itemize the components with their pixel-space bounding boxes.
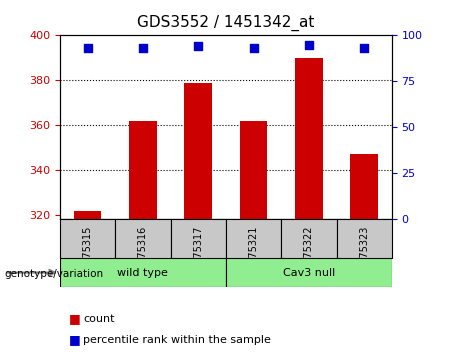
Bar [184, 82, 212, 219]
FancyBboxPatch shape [60, 258, 226, 287]
Bar [240, 121, 267, 219]
FancyBboxPatch shape [281, 219, 337, 258]
Text: genotype/variation: genotype/variation [5, 269, 104, 279]
Bar [74, 211, 101, 219]
Text: ■: ■ [69, 333, 81, 346]
Point [195, 44, 202, 49]
Text: GSM275316: GSM275316 [138, 225, 148, 285]
FancyBboxPatch shape [226, 258, 392, 287]
FancyBboxPatch shape [226, 219, 281, 258]
Text: GSM275323: GSM275323 [359, 225, 369, 285]
FancyBboxPatch shape [337, 219, 392, 258]
Point [250, 45, 257, 51]
Bar [129, 121, 157, 219]
Point [305, 42, 313, 47]
Point [361, 45, 368, 51]
Text: percentile rank within the sample: percentile rank within the sample [83, 335, 271, 345]
Text: GSM275322: GSM275322 [304, 225, 314, 285]
Point [84, 45, 91, 51]
Text: GSM275321: GSM275321 [248, 225, 259, 285]
Bar [350, 154, 378, 219]
Text: GSM275315: GSM275315 [83, 225, 93, 285]
Text: GSM275317: GSM275317 [193, 225, 203, 285]
Text: ■: ■ [69, 312, 81, 325]
Text: wild type: wild type [118, 268, 168, 278]
Text: count: count [83, 314, 114, 324]
Point [139, 45, 147, 51]
Title: GDS3552 / 1451342_at: GDS3552 / 1451342_at [137, 15, 314, 31]
FancyBboxPatch shape [115, 219, 171, 258]
FancyBboxPatch shape [171, 219, 226, 258]
Bar [295, 58, 323, 219]
FancyBboxPatch shape [60, 219, 115, 258]
Text: Cav3 null: Cav3 null [283, 268, 335, 278]
